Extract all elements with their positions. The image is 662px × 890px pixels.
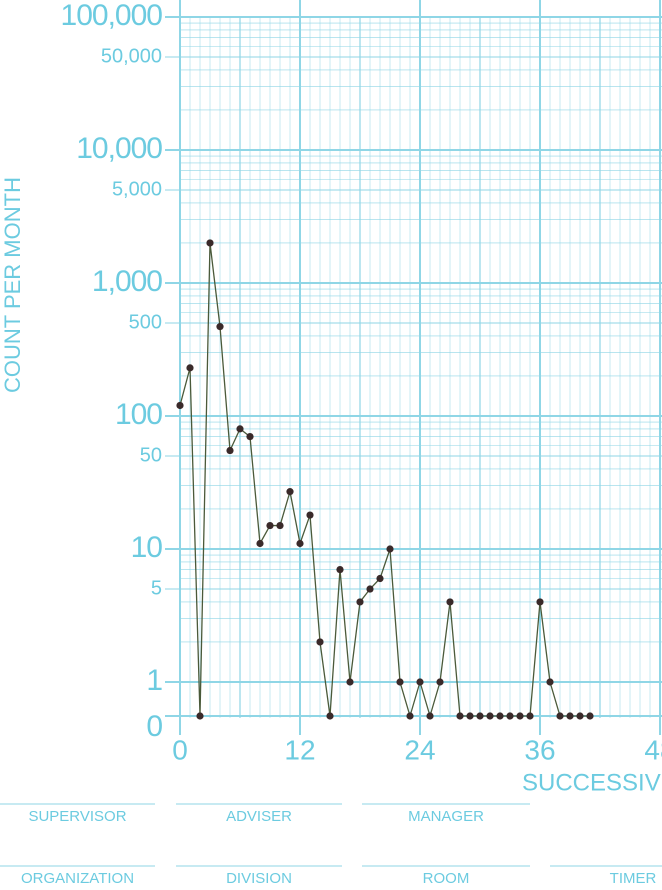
x-tick-label: 48 — [644, 734, 662, 765]
form-label: ROOM — [423, 870, 470, 887]
data-point — [276, 521, 284, 530]
form-label: TIMER — [610, 870, 657, 887]
data-point — [266, 521, 274, 530]
y-tick-label: 5,000 — [112, 178, 162, 200]
data-point — [496, 712, 504, 720]
data-point — [466, 712, 474, 720]
data-point — [356, 598, 364, 606]
x-tick-label: 36 — [524, 734, 555, 765]
data-point — [556, 712, 564, 720]
data-point — [206, 239, 214, 247]
data-point — [376, 574, 384, 583]
data-point — [296, 539, 304, 548]
form-label: ADVISER — [226, 808, 292, 825]
data-point — [256, 539, 264, 548]
data-point — [436, 678, 444, 686]
y-tick-label: 500 — [129, 311, 162, 333]
y-tick-label: 1 — [146, 664, 162, 697]
y-tick-label: 10 — [131, 531, 163, 564]
x-tick-label: 24 — [404, 734, 435, 765]
x-tick-label: 0 — [172, 734, 188, 765]
data-point — [316, 638, 324, 646]
data-point — [366, 585, 374, 593]
data-point — [286, 488, 294, 496]
data-point — [336, 566, 344, 574]
data-point — [196, 712, 204, 720]
data-point — [396, 678, 404, 686]
form-label: MANAGER — [408, 808, 484, 825]
data-point — [326, 712, 334, 720]
data-point — [236, 425, 244, 433]
form-label: SUPERVISOR — [28, 808, 126, 825]
data-point — [476, 712, 484, 720]
form-label: DIVISION — [226, 870, 292, 887]
y-tick-label: 1,000 — [92, 265, 162, 298]
data-point — [456, 712, 464, 720]
y-tick-label: 100 — [115, 398, 162, 431]
data-point — [216, 323, 224, 331]
data-point — [526, 712, 534, 720]
data-point — [386, 545, 394, 553]
data-point — [546, 678, 554, 686]
data-point — [246, 433, 254, 441]
x-axis-label: SUCCESSIVE — [522, 769, 662, 796]
data-point — [486, 712, 494, 720]
x-tick-label: 12 — [284, 734, 315, 765]
data-point — [406, 712, 414, 720]
y-tick-label: 50,000 — [101, 45, 162, 67]
data-point — [186, 364, 194, 372]
form-label: ORGANIZATION — [21, 870, 134, 887]
data-point — [176, 401, 184, 410]
data-point — [576, 712, 584, 720]
data-point — [446, 598, 454, 606]
y-tick-label: 100,000 — [61, 0, 163, 32]
y-tick-label: 10,000 — [76, 132, 162, 165]
y-tick-label: 50 — [140, 444, 162, 466]
data-point — [426, 712, 434, 720]
data-point — [516, 712, 524, 720]
data-point — [566, 712, 574, 720]
y-tick-label: 0 — [146, 710, 162, 743]
data-point — [416, 678, 424, 686]
series-line — [179, 242, 590, 719]
data-point — [306, 511, 314, 519]
data-point — [536, 598, 544, 606]
data-point — [506, 712, 514, 720]
data-point — [226, 446, 234, 455]
data-point — [586, 712, 594, 720]
y-tick-label: 5 — [151, 577, 162, 599]
y-axis-label: COUNT PER MONTH — [0, 177, 25, 393]
data-point — [346, 678, 354, 686]
